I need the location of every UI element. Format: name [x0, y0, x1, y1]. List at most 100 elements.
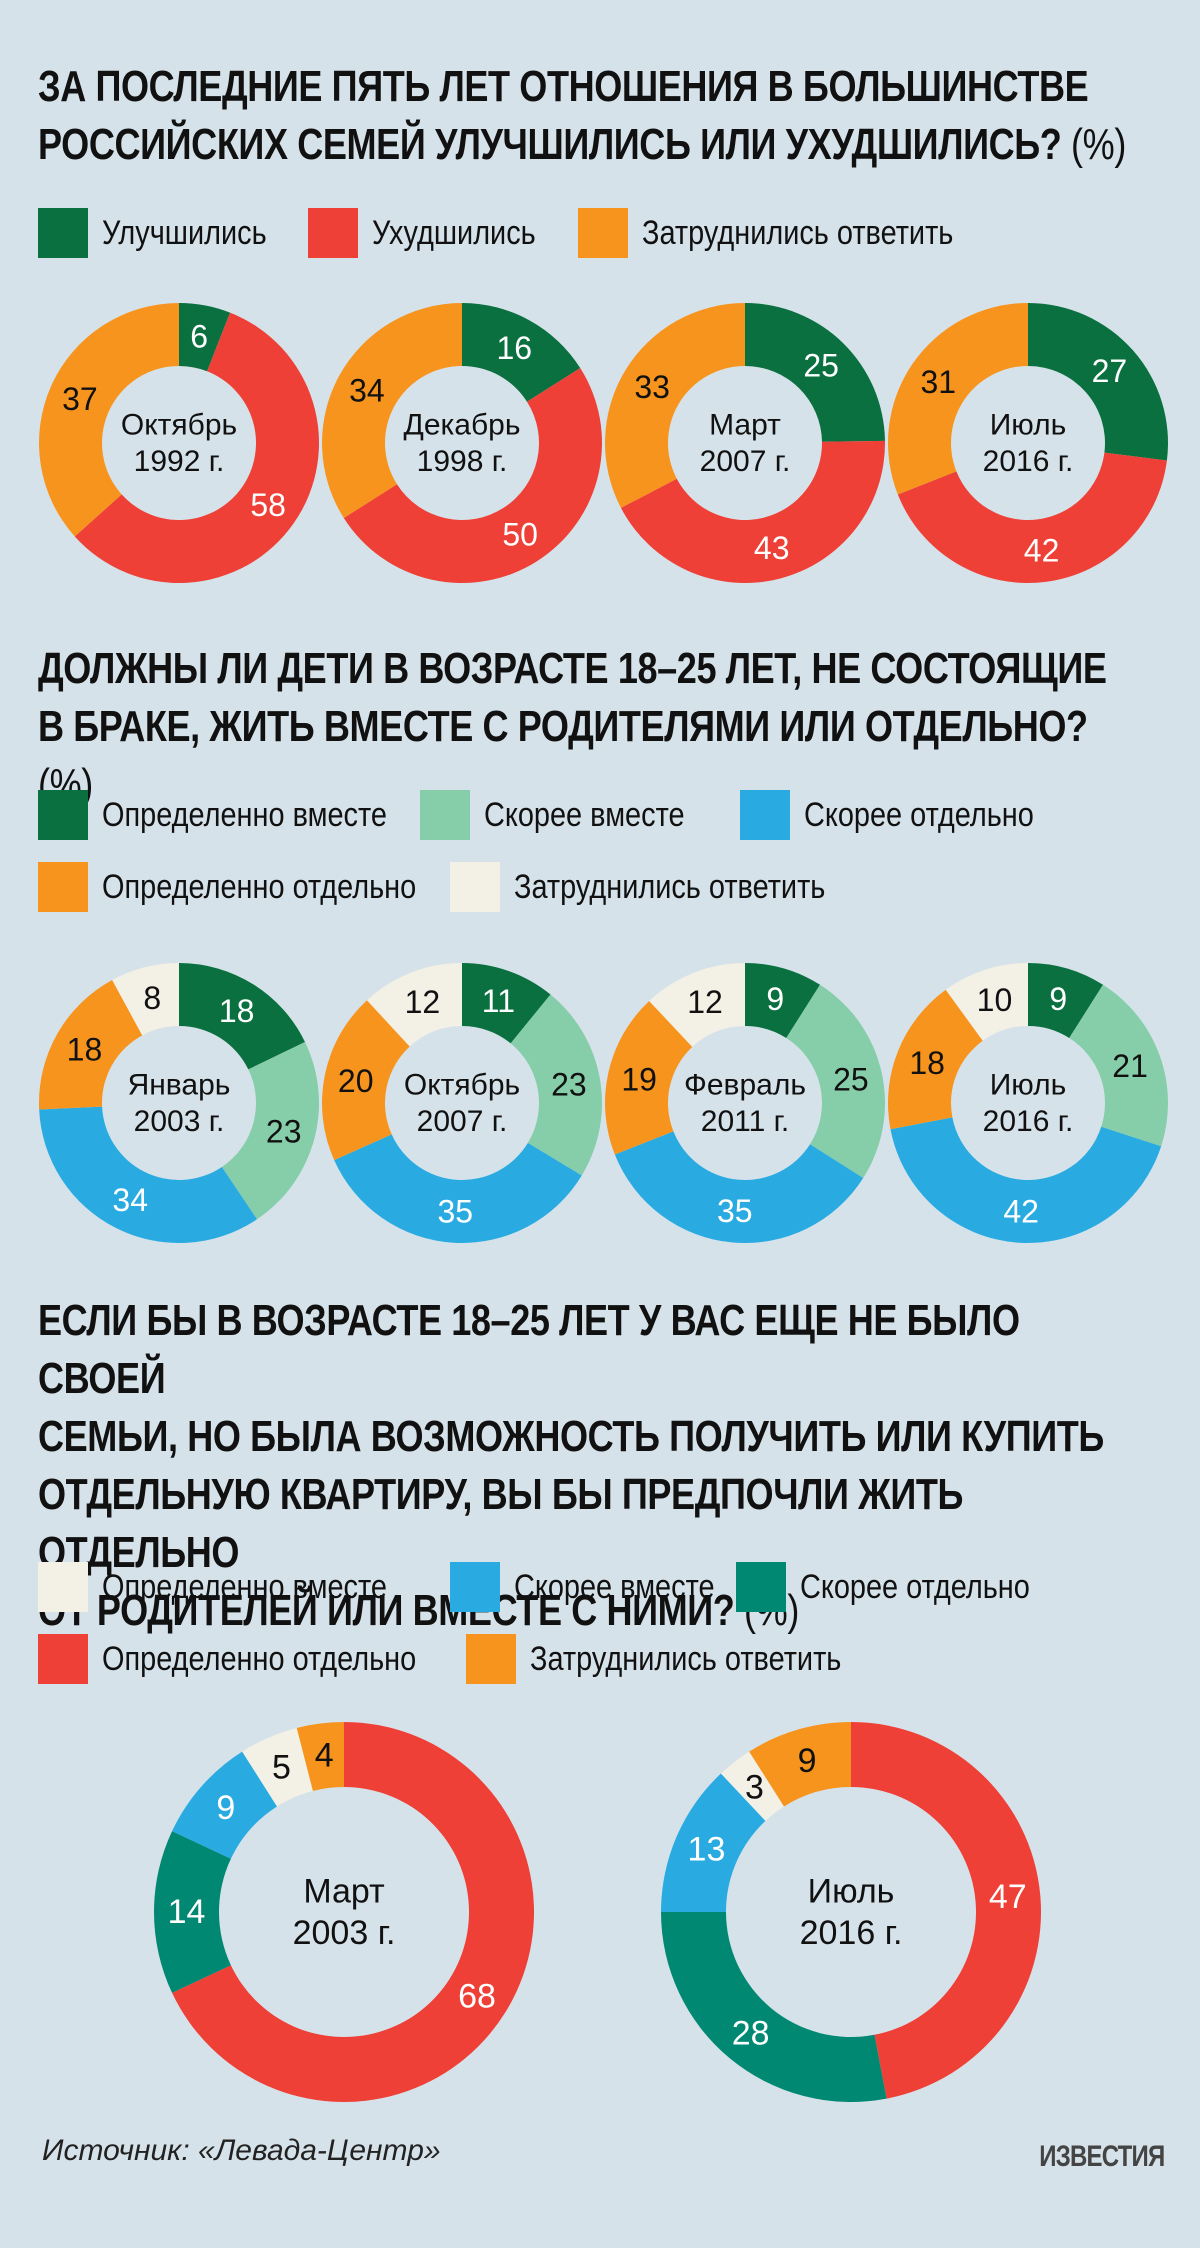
- value-label-ухудшились: 42: [1024, 533, 1060, 569]
- value-label-определенно-отдельно: 18: [909, 1045, 945, 1081]
- q3-title: ЕСЛИ БЫ В ВОЗРАСТЕ 18–25 ЛЕТ У ВАС ЕЩЕ Н…: [38, 1292, 1137, 1640]
- slice-скорее-вместе: [1069, 984, 1168, 1147]
- slice-определенно-отдельно: [172, 1722, 534, 2102]
- value-label-скорее-отдельно: 42: [1003, 1193, 1039, 1229]
- q2-title-line2: В БРАКЕ, ЖИТЬ ВМЕСТЕ С РОДИТЕЛЯМИ ИЛИ ОТ…: [38, 702, 1088, 751]
- center-label-month: Июль: [808, 1873, 895, 1911]
- center-label-year: 2003 г.: [293, 1914, 396, 1952]
- value-label-определенно-отдельно: 47: [989, 1878, 1027, 1916]
- center-label-month: Июль: [990, 409, 1067, 442]
- value-label-скорее-отдельно: 35: [437, 1193, 473, 1229]
- slice-скорее-отдельно: [661, 1912, 887, 2102]
- slice-скорее-отдельно: [334, 1134, 582, 1243]
- q2-legend-rather-separately-label: Скорее отдельно: [804, 795, 1034, 834]
- value-label-определенно-вместе: 5: [272, 1748, 291, 1786]
- value-label-затруднились-ответить: 4: [315, 1737, 334, 1775]
- value-label-ухудшились: 43: [754, 530, 790, 566]
- value-label-затруднились-ответить: 31: [920, 364, 956, 400]
- q1-legend-worsened-swatch: [308, 208, 358, 258]
- value-label-скорее-отдельно: 34: [112, 1182, 148, 1218]
- q2-legend-rather-separately: Скорее отдельно: [740, 790, 1074, 840]
- q3-title-line4: ОТ РОДИТЕЛЕЙ ИЛИ ВМЕСТЕ С НИМИ?: [38, 1586, 735, 1635]
- slice-определенно-вместе: [720, 1751, 785, 1821]
- value-label-скорее-отдельно: 35: [717, 1193, 753, 1229]
- value-label-определенно-вместе: 9: [1049, 981, 1067, 1017]
- slice-ухудшились: [620, 440, 885, 583]
- slice-определенно-вместе: [1028, 963, 1104, 1038]
- q2-legend-def-together-swatch: [38, 790, 88, 840]
- center-label-month: Июль: [990, 1069, 1067, 1102]
- value-label-скорее-вместе: 21: [1112, 1048, 1148, 1084]
- q1-legend-hard-label: Затруднились ответить: [642, 213, 954, 252]
- slice-скорее-вместе: [172, 1751, 278, 1859]
- q2-legend-def-together-label: Определенно вместе: [102, 795, 387, 834]
- slice-определенно-вместе: [462, 963, 551, 1044]
- source-note: Источник: «Левада-Центр»: [42, 2134, 441, 2167]
- center-label-month: Март: [709, 409, 781, 442]
- q2-legend-rather-together: Скорее вместе: [420, 790, 720, 840]
- q3-legend-def-separately-swatch: [38, 1634, 88, 1684]
- value-label-определенно-отдельно: 20: [338, 1063, 374, 1099]
- value-label-скорее-вместе: 9: [216, 1789, 235, 1827]
- value-label-определенно-вместе: 18: [219, 993, 255, 1029]
- slice-улучшились: [1028, 303, 1168, 461]
- q3-legend-rather-together-swatch: [450, 1562, 500, 1612]
- slice-определенно-вместе: [745, 963, 821, 1038]
- center-label-year: 2011 г.: [701, 1105, 789, 1138]
- brand-logo: ИЗВЕСТИЯ: [1038, 2140, 1165, 2173]
- value-label-определенно-отдельно: 18: [67, 1032, 103, 1068]
- q3-legend-def-together: Определенно вместе: [38, 1562, 437, 1612]
- center-label-year: 2003 г.: [134, 1105, 225, 1138]
- slice-ухудшились: [343, 367, 602, 583]
- center-label-year: 2016 г.: [983, 445, 1074, 478]
- q2-legend-def-together: Определенно вместе: [38, 790, 437, 840]
- q3-legend-hard-label: Затруднились ответить: [530, 1639, 842, 1678]
- slice-затруднились-ответить: [649, 963, 745, 1047]
- value-label-затруднились-ответить: 12: [687, 984, 723, 1020]
- slice-ухудшились: [897, 452, 1167, 583]
- value-label-скорее-отдельно: 14: [168, 1893, 206, 1931]
- slice-затруднились-ответить: [322, 303, 462, 519]
- slice-затруднились-ответить: [945, 963, 1028, 1041]
- q3-title-line2: СЕМЬИ, НО БЫЛА ВОЗМОЖНОСТЬ ПОЛУЧИТЬ ИЛИ …: [38, 1412, 1104, 1461]
- q2-legend-hard-label: Затруднились ответить: [514, 867, 826, 906]
- value-label-затруднились-ответить: 9: [798, 1742, 817, 1780]
- value-label-ухудшились: 50: [502, 517, 538, 553]
- q3-title-line1: ЕСЛИ БЫ В ВОЗРАСТЕ 18–25 ЛЕТ У ВАС ЕЩЕ Н…: [38, 1296, 1020, 1403]
- q3-legend-def-separately-label: Определенно отдельно: [102, 1639, 417, 1678]
- q1-title-unit: (%): [1071, 120, 1126, 169]
- q3-legend-hard: Затруднились ответить: [466, 1634, 896, 1684]
- q1-legend-hard: Затруднились ответить: [578, 208, 1008, 258]
- value-label-скорее-вместе: 23: [266, 1113, 302, 1149]
- value-label-определенно-вместе: 11: [482, 983, 515, 1019]
- slice-улучшились: [745, 303, 885, 442]
- slice-затруднились-ответить: [749, 1722, 851, 1807]
- value-label-определенно-отдельно: 68: [458, 1977, 496, 2015]
- slice-затруднились-ответить: [366, 963, 462, 1047]
- slice-скорее-отдельно: [153, 1831, 231, 1993]
- q1-title-line2: РОССИЙСКИХ СЕМЕЙ УЛУЧШИЛИСЬ ИЛИ УХУДШИЛИ…: [38, 120, 1062, 169]
- q3-legend-hard-swatch: [466, 1634, 516, 1684]
- value-label-скорее-отдельно: 28: [732, 2014, 770, 2052]
- q1-legend-worsened-label: Ухудшились: [372, 213, 536, 252]
- q1-legend-improved-swatch: [38, 208, 88, 258]
- value-label-затруднились-ответить: 8: [143, 980, 161, 1016]
- q2-legend-rather-together-label: Скорее вместе: [484, 795, 685, 834]
- slice-определенно-отдельно: [888, 989, 983, 1130]
- q3-title-line3: ОТДЕЛЬНУЮ КВАРТИРУ, ВЫ БЫ ПРЕДПОЧЛИ ЖИТЬ…: [38, 1470, 964, 1577]
- q1-legend-improved-label: Улучшились: [102, 213, 267, 252]
- center-label-year: 2007 г.: [700, 445, 791, 478]
- q2-legend-rather-together-swatch: [420, 790, 470, 840]
- value-label-скорее-вместе: 13: [688, 1830, 726, 1868]
- center-label-month: Февраль: [684, 1069, 806, 1102]
- center-label-year: 2016 г.: [800, 1914, 903, 1952]
- center-label-year: 1992 г.: [134, 445, 225, 478]
- q2-legend-def-separately-swatch: [38, 862, 88, 912]
